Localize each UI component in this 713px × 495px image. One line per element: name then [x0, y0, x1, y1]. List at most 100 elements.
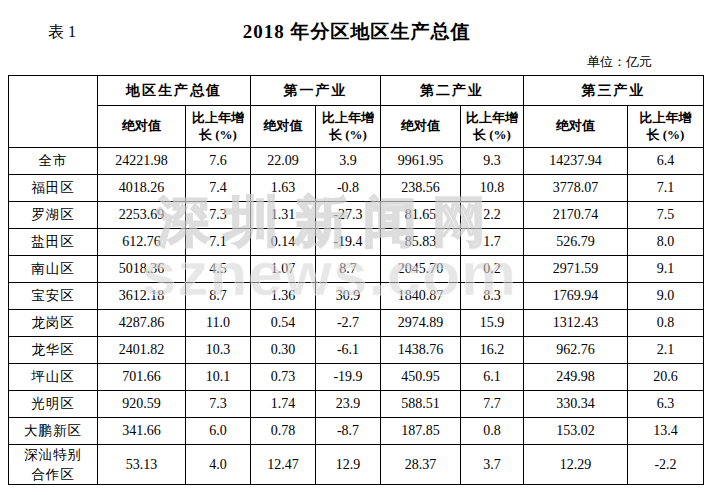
- value-cell: 1840.87: [381, 283, 461, 310]
- value-cell: 7.5: [628, 202, 704, 229]
- table-row: 龙岗区4287.8611.00.54-2.72974.8915.91312.43…: [9, 310, 704, 337]
- value-cell: 4018.26: [98, 175, 186, 202]
- group-header-tertiary-industry: 第三产业: [524, 76, 704, 106]
- value-cell: 0.30: [251, 337, 316, 364]
- subheader-yoy-growth: 比上年增 长 (%): [186, 106, 251, 148]
- region-cell: 全市: [9, 148, 98, 175]
- table-row: 盐田区612.767.10.14-19.485.831.7526.798.0: [9, 229, 704, 256]
- value-cell: 1.31: [251, 202, 316, 229]
- region-cell: 大鹏新区: [9, 418, 98, 445]
- value-cell: 3.7: [461, 445, 524, 485]
- value-cell: 6.0: [186, 418, 251, 445]
- value-cell: 1438.76: [381, 337, 461, 364]
- table-row: 龙华区2401.8210.30.30-6.11438.7616.2962.762…: [9, 337, 704, 364]
- region-cell: 龙岗区: [9, 310, 98, 337]
- value-cell: 1.36: [251, 283, 316, 310]
- value-cell: 0.54: [251, 310, 316, 337]
- value-cell: 12.47: [251, 445, 316, 485]
- subheader-absolute-value: 绝对值: [98, 106, 186, 148]
- value-cell: 2253.69: [98, 202, 186, 229]
- table-row: 宝安区3612.188.71.3630.91840.878.31769.949.…: [9, 283, 704, 310]
- table-row: 大鹏新区341.666.00.78-8.7187.850.8153.0213.4: [9, 418, 704, 445]
- group-header-gdp: 地区生产总值: [98, 76, 251, 106]
- value-cell: 249.98: [524, 364, 628, 391]
- value-cell: 2974.89: [381, 310, 461, 337]
- value-cell: 153.02: [524, 418, 628, 445]
- value-cell: 8.7: [186, 283, 251, 310]
- value-cell: 330.34: [524, 391, 628, 418]
- region-cell: 深汕特别合作区: [9, 445, 98, 485]
- value-cell: -8.7: [316, 418, 381, 445]
- table-row: 全市24221.987.622.093.99961.959.314237.946…: [9, 148, 704, 175]
- value-cell: 1.63: [251, 175, 316, 202]
- value-cell: 2045.70: [381, 256, 461, 283]
- table-row: 深汕特别合作区53.134.012.4712.928.373.712.29-2.…: [9, 445, 704, 485]
- value-cell: 12.29: [524, 445, 628, 485]
- subheader-yoy-growth: 比上年增 长 (%): [461, 106, 524, 148]
- value-cell: 30.9: [316, 283, 381, 310]
- value-cell: 0.8: [628, 310, 704, 337]
- value-cell: 22.09: [251, 148, 316, 175]
- value-cell: 1769.94: [524, 283, 628, 310]
- value-cell: 2.2: [461, 202, 524, 229]
- value-cell: 7.1: [628, 175, 704, 202]
- value-cell: 12.9: [316, 445, 381, 485]
- value-cell: 4287.86: [98, 310, 186, 337]
- value-cell: 10.3: [186, 337, 251, 364]
- value-cell: 4.0: [186, 445, 251, 485]
- value-cell: 1.07: [251, 256, 316, 283]
- region-cell: 宝安区: [9, 283, 98, 310]
- table-row: 福田区4018.267.41.63-0.8238.5610.83778.077.…: [9, 175, 704, 202]
- gdp-table-container: 地区生产总值 第一产业 第二产业 第三产业 绝对值比上年增 长 (%)绝对值比上…: [8, 75, 703, 485]
- gdp-table: 地区生产总值 第一产业 第二产业 第三产业 绝对值比上年增 长 (%)绝对值比上…: [8, 75, 704, 485]
- value-cell: 10.8: [461, 175, 524, 202]
- region-cell: 龙华区: [9, 337, 98, 364]
- page-title: 2018 年分区地区生产总值: [0, 19, 713, 45]
- region-cell: 盐田区: [9, 229, 98, 256]
- value-cell: 3.9: [316, 148, 381, 175]
- region-column-header: [9, 76, 98, 148]
- region-cell: 坪山区: [9, 364, 98, 391]
- value-cell: 0.8: [461, 418, 524, 445]
- region-cell: 福田区: [9, 175, 98, 202]
- value-cell: 13.4: [628, 418, 704, 445]
- value-cell: 9.3: [461, 148, 524, 175]
- table-row: 光明区920.597.31.7423.9588.517.7330.346.3: [9, 391, 704, 418]
- value-cell: 2401.82: [98, 337, 186, 364]
- group-header-primary-industry: 第一产业: [251, 76, 381, 106]
- value-cell: 6.4: [628, 148, 704, 175]
- value-cell: 7.4: [186, 175, 251, 202]
- value-cell: -19.4: [316, 229, 381, 256]
- group-header-secondary-industry: 第二产业: [381, 76, 524, 106]
- sub-header-row: 绝对值比上年增 长 (%)绝对值比上年增 长 (%)绝对值比上年增 长 (%)绝…: [9, 106, 704, 148]
- value-cell: 24221.98: [98, 148, 186, 175]
- value-cell: -6.1: [316, 337, 381, 364]
- value-cell: 1.7: [461, 229, 524, 256]
- value-cell: 20.6: [628, 364, 704, 391]
- value-cell: 2.1: [628, 337, 704, 364]
- value-cell: 6.1: [461, 364, 524, 391]
- value-cell: 7.1: [186, 229, 251, 256]
- value-cell: 0.2: [461, 256, 524, 283]
- subheader-yoy-growth: 比上年增 长 (%): [628, 106, 704, 148]
- value-cell: 15.9: [461, 310, 524, 337]
- value-cell: 16.2: [461, 337, 524, 364]
- value-cell: 238.56: [381, 175, 461, 202]
- value-cell: 588.51: [381, 391, 461, 418]
- value-cell: 81.65: [381, 202, 461, 229]
- value-cell: 7.6: [186, 148, 251, 175]
- value-cell: 4.5: [186, 256, 251, 283]
- region-cell: 光明区: [9, 391, 98, 418]
- value-cell: 28.37: [381, 445, 461, 485]
- value-cell: 14237.94: [524, 148, 628, 175]
- value-cell: 3612.18: [98, 283, 186, 310]
- value-cell: 11.0: [186, 310, 251, 337]
- value-cell: 526.79: [524, 229, 628, 256]
- value-cell: 53.13: [98, 445, 186, 485]
- table-row: 罗湖区2253.697.31.31-27.381.652.22170.747.5: [9, 202, 704, 229]
- value-cell: 962.76: [524, 337, 628, 364]
- value-cell: 6.3: [628, 391, 704, 418]
- subheader-absolute-value: 绝对值: [251, 106, 316, 148]
- value-cell: 10.1: [186, 364, 251, 391]
- value-cell: 85.83: [381, 229, 461, 256]
